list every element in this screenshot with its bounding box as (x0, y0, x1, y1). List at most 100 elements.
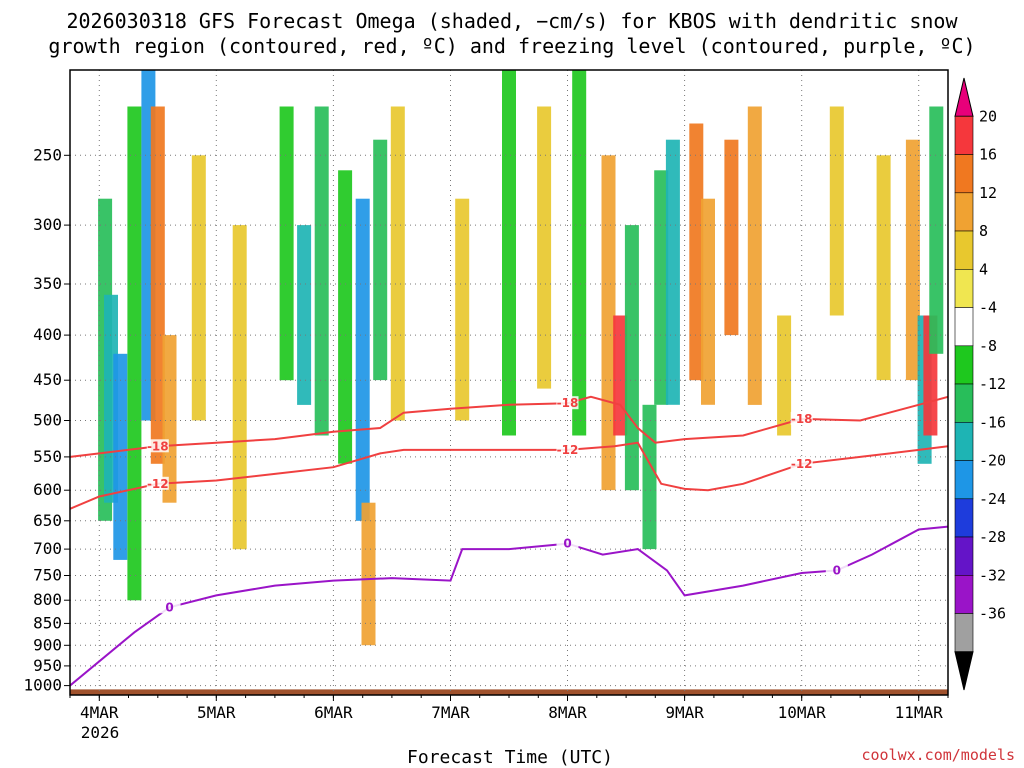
contour-label: -12 (147, 477, 169, 491)
omega-cell (829, 106, 844, 316)
y-tick-label: 850 (33, 613, 62, 632)
colorbar-label: 20 (979, 107, 997, 125)
contour-freezing_0 (70, 525, 948, 687)
omega-shading (98, 70, 944, 646)
chart-title-line-1: 2026030318 GFS Forecast Omega (shaded, −… (66, 9, 958, 33)
contour-label: -12 (791, 457, 813, 471)
omega-cell (572, 70, 587, 436)
omega-cell (689, 123, 704, 381)
colorbar-label: 4 (979, 260, 988, 278)
colorbar-bin (954, 77, 974, 117)
contour-label-bg (556, 536, 579, 550)
colorbar-bin (954, 383, 974, 423)
y-tick-label: 250 (33, 145, 62, 164)
omega-cell (777, 315, 792, 436)
y-tick-label: 800 (33, 590, 62, 609)
colorbar-bin (954, 345, 974, 385)
omega-cell (232, 225, 247, 550)
omega-cell (390, 106, 405, 421)
credit-link[interactable]: coolwx.com/models (861, 746, 1015, 764)
colorbar-bin (954, 307, 974, 347)
omega-cell (747, 106, 762, 405)
contour-label-bg (556, 442, 579, 456)
contour-label-bg (790, 456, 813, 470)
x-axis-title: Forecast Time (UTC) (407, 747, 613, 768)
x-tick-label: 6MAR (314, 703, 353, 722)
colorbar-label: -32 (979, 566, 1006, 584)
colorbar-bin (954, 154, 974, 194)
contour-lines: -18 -18 -18 -12 -12 -12 0 0 0 (70, 395, 948, 687)
omega-cell (361, 502, 376, 646)
contour-label: -18 (147, 439, 169, 453)
colorbar-bin (954, 536, 974, 576)
y-tick-label: 450 (33, 370, 62, 389)
colorbar-label: -16 (979, 413, 1006, 431)
contour-label-bg (825, 563, 848, 577)
contour-label: -12 (557, 443, 579, 457)
contour-label-bg (146, 439, 169, 453)
colorbar-bin (954, 268, 974, 308)
omega-cell (613, 315, 628, 436)
colorbar-bin (954, 192, 974, 232)
omega-cell (876, 155, 891, 381)
omega-cell (502, 70, 516, 436)
y-tick-label: 550 (33, 447, 62, 466)
y-tick-label: 300 (33, 215, 62, 234)
x-tick-label: 9MAR (665, 703, 704, 722)
x-tick-label: 11MAR (895, 703, 944, 722)
contour-label-bg (146, 476, 169, 490)
colorbar-bin (954, 498, 974, 538)
omega-cell (150, 106, 165, 464)
omega-cell (162, 335, 177, 503)
colorbar-label: -20 (979, 452, 1006, 470)
colorbar-label: -12 (979, 375, 1006, 393)
y-axis: 250 300 350 400 450 500 550 600 650 700 750 800 850 9… (23, 145, 70, 695)
x-axis: 4MAR 5MAR 6MAR 7MAR 8MAR 9MAR 10MAR 11MAR (69, 695, 949, 722)
omega-cell (642, 404, 657, 550)
contour-label-bg (790, 411, 813, 425)
contour-label-bg (556, 396, 579, 410)
colorbar-bin (954, 460, 974, 500)
colorbar-label: -28 (979, 528, 1006, 546)
colorbar-label: -8 (979, 337, 997, 355)
x-tick-label: 5MAR (197, 703, 236, 722)
gridlines (70, 70, 948, 695)
x-tick-label: 10MAR (778, 703, 827, 722)
omega-cell (338, 170, 353, 464)
contour-label: 0 (165, 600, 173, 614)
colorbar-label: 12 (979, 184, 997, 202)
omega-cell (314, 106, 329, 436)
omega-cell (537, 106, 552, 389)
x-tick-label: 8MAR (548, 703, 587, 722)
y-tick-label: 700 (33, 539, 62, 558)
omega-cell (665, 139, 680, 405)
colorbar-bin (954, 230, 974, 270)
x-tick-label: 4MAR (80, 703, 119, 722)
y-tick-label: 950 (33, 656, 62, 675)
terrain-band (70, 689, 948, 695)
omega-cell (929, 106, 944, 354)
omega-cell (127, 106, 142, 601)
x-tick-label: 7MAR (431, 703, 470, 722)
omega-cell (701, 198, 715, 405)
colorbar-label: -4 (979, 299, 997, 317)
colorbar-bin (954, 574, 974, 614)
omega-cell (724, 139, 739, 336)
y-tick-label: 650 (33, 511, 62, 530)
contour-label: -18 (557, 396, 579, 410)
omega-cell (297, 225, 312, 405)
x-year-label: 2026 (81, 723, 120, 742)
y-tick-label: 600 (33, 480, 62, 499)
omega-cell (654, 170, 669, 405)
y-tick-label: 500 (33, 411, 62, 430)
omega-cell (455, 198, 470, 421)
colorbar-bin (954, 651, 974, 691)
colorbar: 20 16 12 8 4 -4 -8 -12 -16 -20 -24 -28 -32 -36 (954, 77, 1006, 691)
terrain-surface (70, 689, 948, 695)
colorbar-label: -24 (979, 490, 1006, 508)
colorbar-bin (954, 421, 974, 461)
contour-label: 0 (563, 537, 571, 551)
omega-cell (373, 139, 388, 381)
omega-cell (624, 225, 639, 491)
y-tick-label: 350 (33, 274, 62, 293)
